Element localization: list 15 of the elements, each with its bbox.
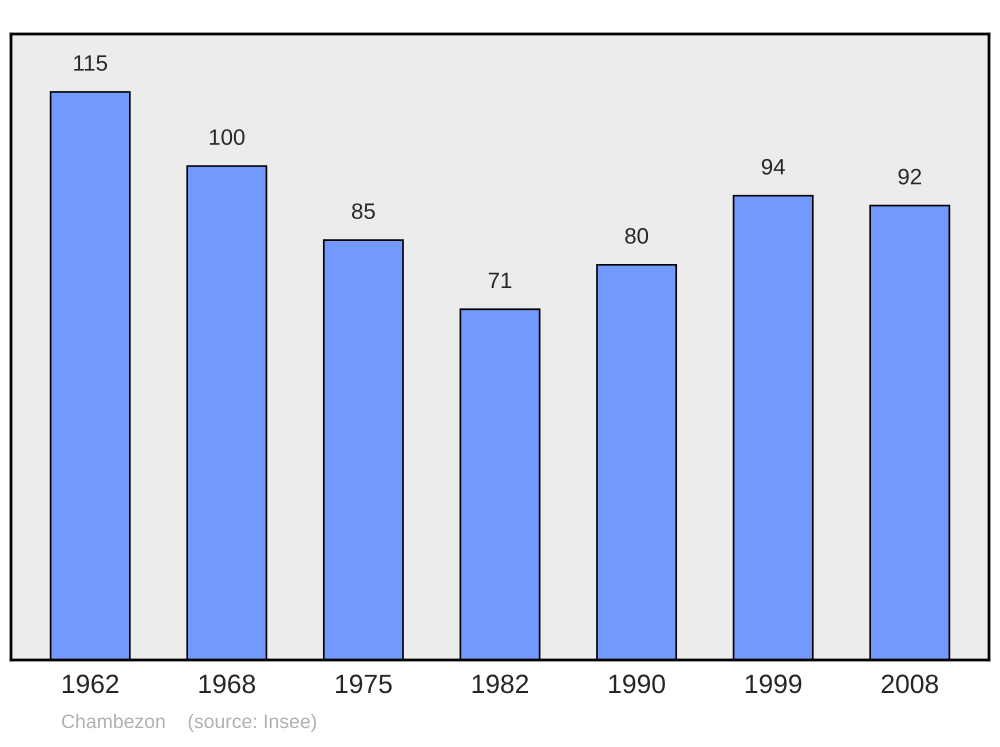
x-tick-label: 1968: [199, 674, 256, 694]
data-label: 80: [625, 228, 648, 244]
data-label: 115: [74, 55, 108, 71]
text: Chambezon (source: Insee): [62, 714, 316, 732]
x-tick-label: 2008: [882, 674, 938, 694]
data-label: 71: [488, 272, 512, 288]
x-tick-label: 1962: [62, 674, 118, 694]
x-tick-label: 1982: [472, 674, 528, 694]
data-label: 85: [352, 203, 375, 220]
data-label: 94: [762, 158, 785, 175]
x-tick-label: 1999: [746, 674, 802, 694]
data-label: 92: [898, 168, 922, 184]
x-tick-label: 1975: [336, 674, 392, 694]
data-label: 100: [210, 129, 244, 145]
x-tick-label: 1990: [609, 674, 665, 694]
